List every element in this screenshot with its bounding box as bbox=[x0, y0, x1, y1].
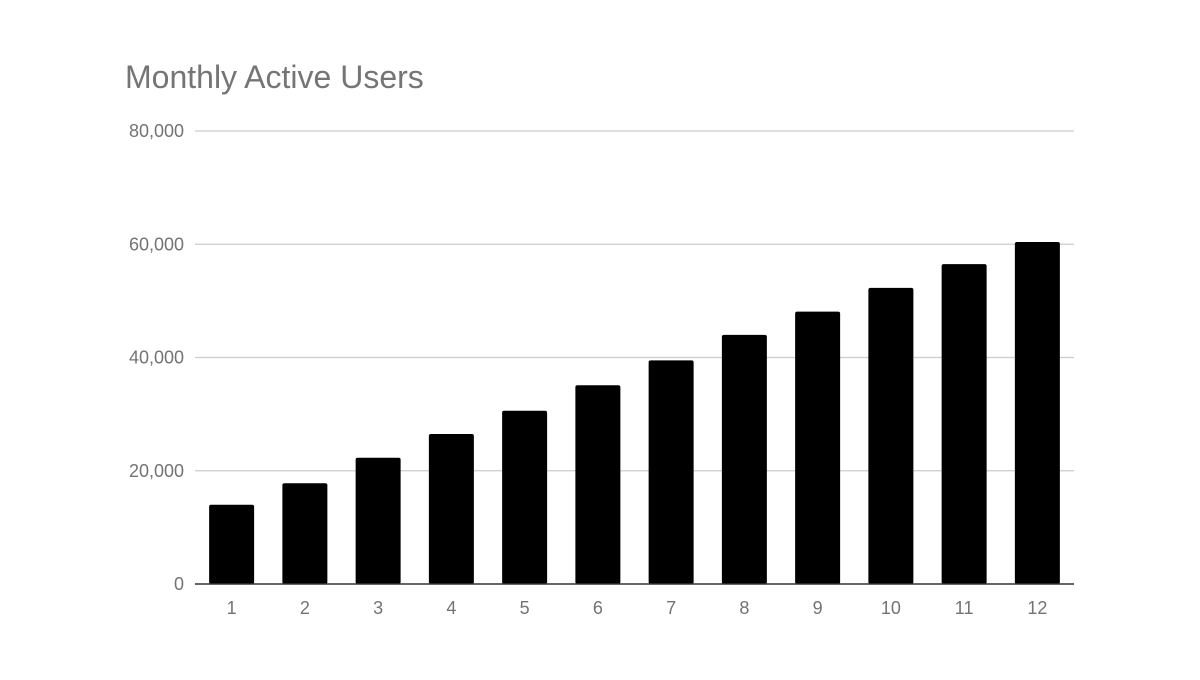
y-tick-label: 40,000 bbox=[129, 348, 184, 368]
bar-8 bbox=[721, 334, 767, 584]
bar-12 bbox=[1014, 241, 1060, 585]
y-tick-label: 60,000 bbox=[129, 234, 184, 254]
x-tick-label: 8 bbox=[739, 598, 749, 618]
bar-11 bbox=[941, 264, 987, 584]
y-tick-label: 80,000 bbox=[129, 121, 184, 141]
x-tick-label: 5 bbox=[520, 598, 530, 618]
grid-lines bbox=[195, 130, 1074, 472]
bar-1 bbox=[209, 504, 255, 584]
y-tick-label: 20,000 bbox=[129, 461, 184, 481]
x-tick-label: 12 bbox=[1027, 598, 1047, 618]
x-axis-tick-labels: 1 2 3 4 5 6 7 8 9 10 11 12 bbox=[227, 598, 1048, 618]
bar-6 bbox=[575, 385, 621, 584]
y-tick-label: 0 bbox=[174, 574, 184, 594]
x-tick-label: 4 bbox=[446, 598, 456, 618]
bar-3 bbox=[355, 457, 401, 584]
bar-5 bbox=[502, 410, 548, 584]
x-tick-label: 7 bbox=[666, 598, 676, 618]
bar-7 bbox=[648, 360, 694, 584]
x-tick-label: 2 bbox=[300, 598, 310, 618]
x-tick-label: 11 bbox=[955, 598, 974, 618]
bar-9 bbox=[795, 311, 841, 584]
x-tick-label: 9 bbox=[813, 598, 823, 618]
bar-10 bbox=[868, 287, 914, 584]
x-tick-label: 10 bbox=[881, 598, 901, 618]
bars bbox=[209, 241, 1060, 585]
x-tick-label: 6 bbox=[593, 598, 603, 618]
bar-4 bbox=[428, 433, 474, 584]
y-axis-tick-labels: 0 20,000 40,000 60,000 80,000 bbox=[129, 121, 184, 594]
x-tick-label: 1 bbox=[227, 598, 237, 618]
bar-2 bbox=[282, 483, 328, 584]
chart-title: Monthly Active Users bbox=[125, 59, 424, 95]
x-tick-label: 3 bbox=[373, 598, 383, 618]
